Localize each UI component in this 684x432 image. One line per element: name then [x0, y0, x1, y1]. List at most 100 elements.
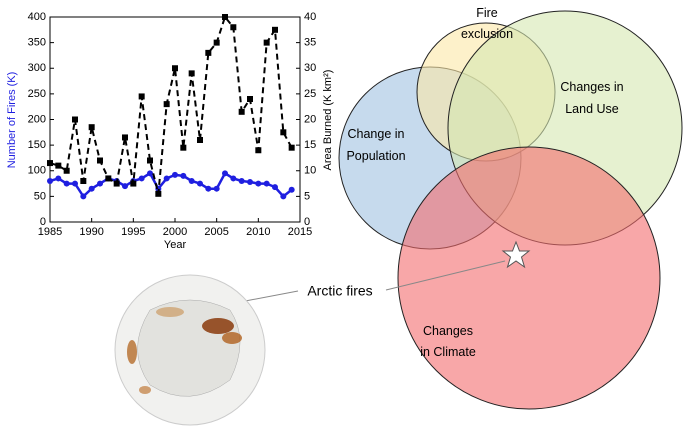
y-tick-label: 400	[28, 11, 46, 23]
point	[122, 183, 128, 189]
arctic-map	[115, 275, 265, 425]
point	[55, 163, 61, 169]
point	[147, 158, 153, 164]
y2-tick-label: 40	[304, 11, 316, 23]
point	[247, 179, 253, 185]
point	[239, 109, 245, 115]
point	[105, 175, 111, 181]
y-tick-label: 100	[28, 165, 46, 177]
y2-tick-label: 35	[304, 37, 316, 49]
point	[264, 40, 270, 46]
point	[230, 175, 236, 181]
point	[230, 24, 236, 30]
fire-area	[222, 332, 242, 344]
point	[247, 96, 253, 102]
x-tick-label: 1995	[121, 226, 145, 238]
point	[255, 181, 261, 187]
point	[55, 175, 61, 181]
point	[289, 187, 295, 193]
label-line: in Climate	[420, 345, 476, 359]
point	[122, 134, 128, 140]
point	[272, 184, 278, 190]
point	[180, 145, 186, 151]
land	[138, 300, 241, 396]
y2-tick-label: 15	[304, 139, 316, 151]
y2-tick-label: 10	[304, 165, 316, 177]
point	[197, 181, 203, 187]
point	[189, 178, 195, 184]
label-line: Fire	[476, 6, 498, 20]
point	[164, 175, 170, 181]
point	[64, 168, 70, 174]
point	[280, 129, 286, 135]
point	[72, 181, 78, 187]
point	[114, 181, 120, 187]
point	[89, 186, 95, 192]
point	[289, 145, 295, 151]
point	[272, 27, 278, 33]
series-line	[50, 17, 292, 194]
label-line: Changes	[423, 324, 473, 338]
fire-area	[202, 318, 234, 334]
point	[264, 181, 270, 187]
fire-area	[139, 386, 151, 394]
label-line: exclusion	[461, 27, 513, 41]
point	[80, 193, 86, 199]
point	[280, 193, 286, 199]
callout-line	[240, 291, 298, 302]
fire-area	[127, 340, 137, 364]
point	[97, 158, 103, 164]
line-chart: Year Number of Fires (K) Area Burned (K …	[6, 11, 334, 251]
point	[147, 170, 153, 176]
y-tick-label: 150	[28, 139, 46, 151]
y2-tick-label: 25	[304, 88, 316, 100]
point	[97, 181, 103, 187]
point	[130, 181, 136, 187]
point	[139, 175, 145, 181]
point	[164, 101, 170, 107]
point	[214, 186, 220, 192]
y2-axis-label: Area Burned (K km²)	[322, 70, 334, 171]
point	[222, 14, 228, 20]
callout-label: Arctic fires	[307, 283, 372, 299]
point	[239, 178, 245, 184]
point	[155, 191, 161, 197]
point	[72, 117, 78, 123]
series-line	[50, 173, 292, 196]
y-axis-label: Number of Fires (K)	[6, 72, 18, 169]
label-line: Land Use	[565, 102, 619, 116]
point	[255, 147, 261, 153]
point	[205, 50, 211, 56]
point	[172, 65, 178, 71]
y-tick-label: 300	[28, 62, 46, 74]
x-tick-label: 2005	[204, 226, 228, 238]
point	[139, 93, 145, 99]
label-line: Population	[346, 149, 405, 163]
point	[172, 172, 178, 178]
point	[189, 70, 195, 76]
label-line: Change in	[348, 127, 405, 141]
x-tick-label: 2010	[246, 226, 270, 238]
point	[64, 181, 70, 187]
point	[222, 170, 228, 176]
fire-area	[156, 307, 184, 317]
figure: Fire exclusion Changes in Land Use Change …	[0, 0, 684, 427]
x-tick-label: 2000	[163, 226, 187, 238]
y2-tick-label: 30	[304, 62, 316, 74]
y-tick-label: 350	[28, 37, 46, 49]
x-axis-label: Year	[164, 239, 187, 251]
label-line: Changes in	[560, 80, 623, 94]
point	[180, 173, 186, 179]
page: {"chart_data": {"type": "line", "x": [19…	[0, 0, 684, 427]
x-tick-label: 1990	[79, 226, 103, 238]
y2-tick-label: 20	[304, 113, 316, 125]
y-tick-label: 200	[28, 113, 46, 125]
y-tick-label: 0	[40, 216, 46, 228]
y2-tick-label: 0	[304, 216, 310, 228]
point	[80, 178, 86, 184]
y-tick-label: 50	[34, 190, 46, 202]
y-tick-label: 250	[28, 88, 46, 100]
y2-tick-label: 5	[304, 190, 310, 202]
point	[205, 186, 211, 192]
point	[47, 160, 53, 166]
